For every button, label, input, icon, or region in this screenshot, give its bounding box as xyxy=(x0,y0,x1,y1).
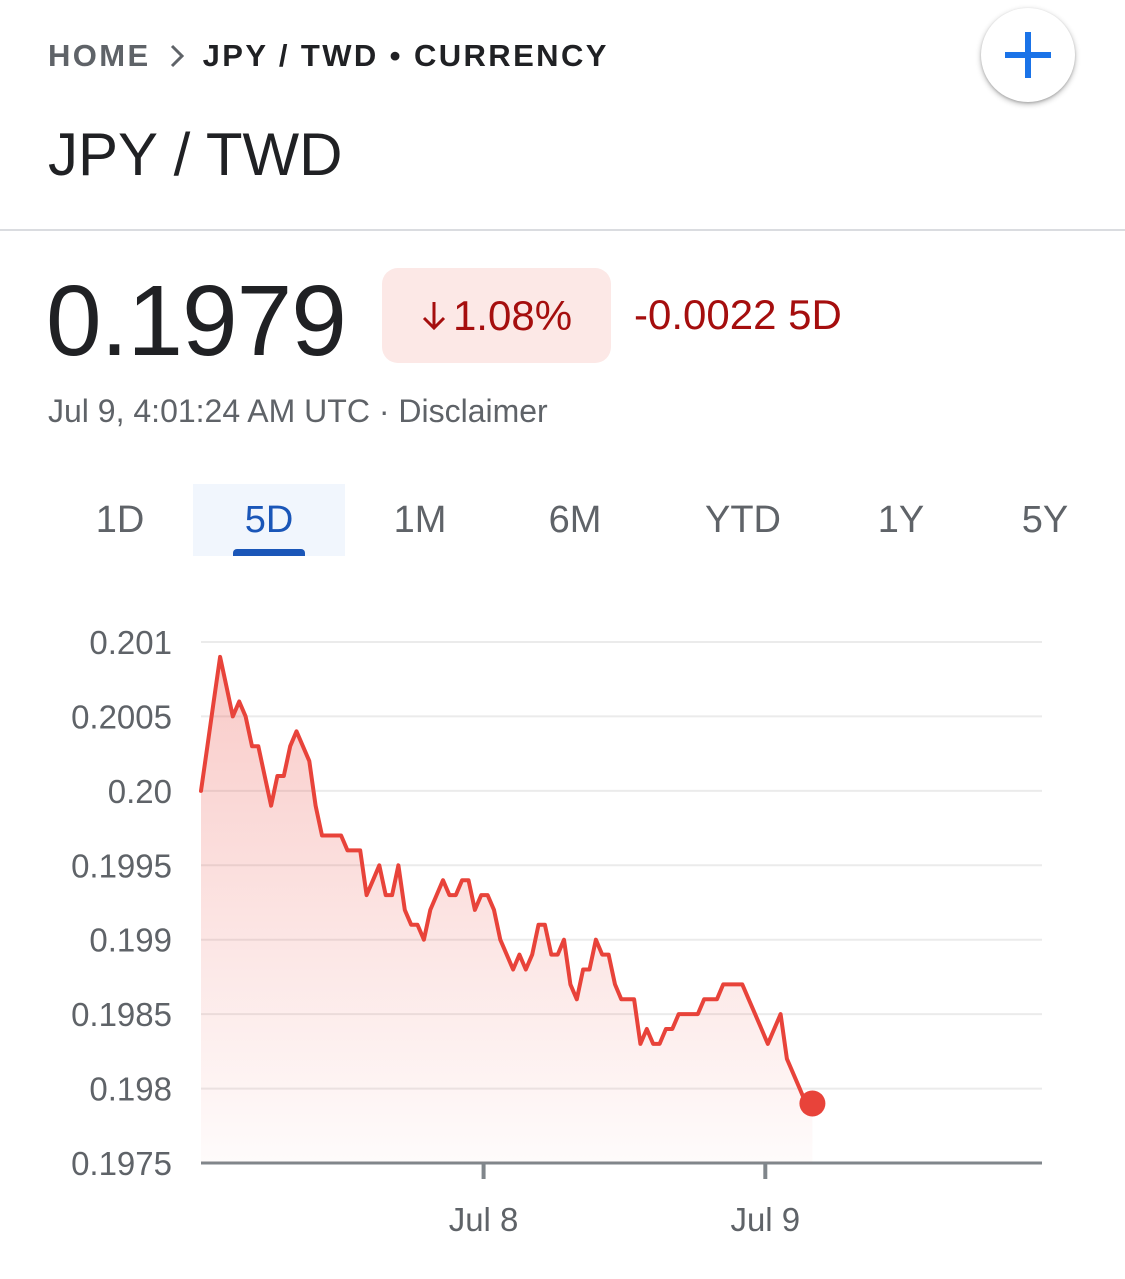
price-line xyxy=(199,654,815,1106)
tab-1y[interactable]: 1Y xyxy=(826,484,976,556)
arrow-down-icon xyxy=(422,301,446,330)
breadcrumb: HOME JPY / TWD • CURRENCY xyxy=(48,36,609,76)
quote-timestamp-row: Jul 9, 4:01:24 AM UTC · Disclaimer xyxy=(48,388,548,434)
tab-1m[interactable]: 1M xyxy=(345,484,495,556)
tab-5d[interactable]: 5D xyxy=(193,484,345,556)
change-absolute: -0.0022 5D xyxy=(634,291,842,338)
add-to-watchlist-button[interactable] xyxy=(981,8,1075,102)
active-tab-indicator xyxy=(233,549,305,556)
breadcrumb-current: JPY / TWD • CURRENCY xyxy=(202,38,609,73)
tab-ytd[interactable]: YTD xyxy=(668,484,818,556)
tab-1d[interactable]: 1D xyxy=(45,484,195,556)
tab-label: 6M xyxy=(548,498,602,541)
quote-timestamp: Jul 9, 4:01:24 AM UTC xyxy=(48,393,370,429)
chevron-right-icon xyxy=(151,43,203,69)
disclaimer-link[interactable]: Disclaimer xyxy=(398,393,548,429)
x-tick-label: Jul 8 xyxy=(449,1201,519,1238)
tab-label: YTD xyxy=(705,498,781,541)
breadcrumb-home-link[interactable]: HOME xyxy=(48,38,151,73)
tab-label: 1M xyxy=(393,498,447,541)
current-price: 0.1979 xyxy=(46,265,347,377)
y-tick-label: 0.1985 xyxy=(71,996,172,1033)
tab-5y[interactable]: 5Y xyxy=(970,484,1120,556)
y-tick-label: 0.20 xyxy=(108,773,172,810)
plus-icon xyxy=(1005,32,1051,78)
price-area-fill xyxy=(201,656,813,1163)
x-tick-label: Jul 9 xyxy=(730,1201,800,1238)
page-title: JPY / TWD xyxy=(48,121,343,188)
y-tick-label: 0.2005 xyxy=(71,698,172,735)
y-tick-label: 0.198 xyxy=(89,1071,172,1108)
tab-6m[interactable]: 6M xyxy=(500,484,650,556)
tab-label: 5Y xyxy=(1021,498,1069,541)
y-tick-label: 0.1975 xyxy=(71,1145,172,1182)
divider xyxy=(0,229,1125,231)
tab-label: 1D xyxy=(95,498,145,541)
change-percent-badge: 1.08% xyxy=(382,268,611,363)
tab-label: 5D xyxy=(244,498,294,541)
y-tick-label: 0.1995 xyxy=(71,847,172,884)
current-price-marker xyxy=(799,1090,826,1117)
tab-label: 1Y xyxy=(877,498,925,541)
change-percent: 1.08% xyxy=(452,291,573,339)
y-tick-label: 0.199 xyxy=(89,922,172,959)
y-tick-label: 0.201 xyxy=(89,624,172,661)
separator-dot: · xyxy=(378,393,390,429)
price-chart[interactable]: 0.201 0.2005 0.20 0.1995 0.199 0.1985 0.198 0.1… xyxy=(0,579,1125,1279)
